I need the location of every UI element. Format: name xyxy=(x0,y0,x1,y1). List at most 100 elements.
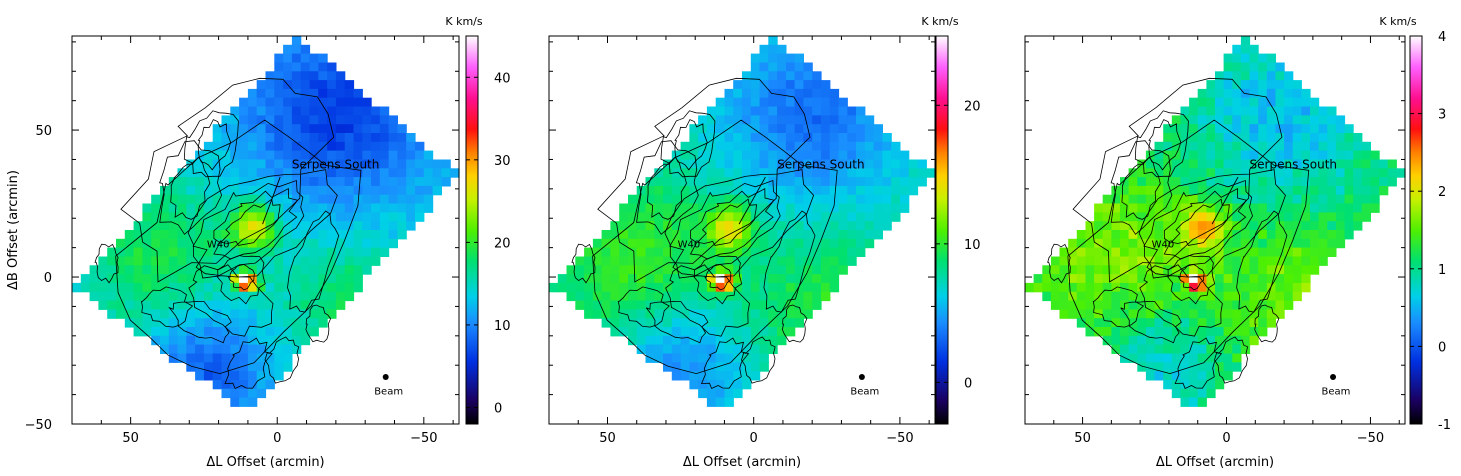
heatmap-cell xyxy=(142,300,152,310)
heatmap-cell xyxy=(221,353,231,363)
heatmap-cell xyxy=(847,203,857,213)
heatmap-cell xyxy=(689,353,699,363)
heatmap-cell xyxy=(177,309,187,319)
contour-line xyxy=(213,188,299,260)
heatmap-cell xyxy=(265,168,275,178)
heatmap-cell xyxy=(785,53,796,63)
heatmap-cell xyxy=(230,185,240,196)
heatmap-cell xyxy=(256,353,267,363)
heatmap-cell xyxy=(265,71,275,81)
heatmap-cell xyxy=(1206,309,1216,319)
heatmap-cell xyxy=(344,212,355,222)
heatmap-cell xyxy=(89,274,99,284)
heatmap-cell xyxy=(230,150,240,160)
heatmap-cell xyxy=(785,150,796,160)
heatmap-cell xyxy=(1240,44,1251,55)
heatmap-cell xyxy=(873,150,883,160)
heatmap-cell xyxy=(265,141,275,152)
heatmap-cell xyxy=(1361,203,1371,213)
heatmap-cell xyxy=(300,274,311,284)
heatmap-cell xyxy=(715,335,726,346)
heatmap-cell xyxy=(821,221,831,231)
heatmap-cell xyxy=(335,168,346,178)
heatmap-cell xyxy=(239,194,249,205)
heatmap-cell xyxy=(1266,274,1276,284)
heatmap-cell xyxy=(1249,150,1259,160)
heatmap-cell xyxy=(397,124,407,134)
heatmap-cell xyxy=(124,318,135,328)
heatmap-cell xyxy=(300,141,311,152)
heatmap-cell xyxy=(1189,203,1199,213)
heatmap-cell xyxy=(706,168,717,178)
heatmap-cell xyxy=(724,282,734,293)
heatmap-cell xyxy=(1085,238,1095,249)
heatmap-cell xyxy=(1145,238,1156,249)
heatmap-cell xyxy=(724,124,734,134)
heatmap-cell xyxy=(265,115,275,125)
heatmap-cell xyxy=(221,362,231,372)
heatmap-cell xyxy=(344,221,355,231)
heatmap-cell xyxy=(794,88,804,99)
heatmap-cell xyxy=(1266,238,1276,249)
heatmap-cell xyxy=(300,177,311,187)
heatmap-cell xyxy=(300,194,311,205)
heatmap-cell xyxy=(247,133,258,143)
heatmap-cell xyxy=(283,168,293,178)
heatmap-cell xyxy=(794,62,804,72)
heatmap-cell xyxy=(654,265,664,275)
heatmap-cell xyxy=(335,124,346,134)
heatmap-cell xyxy=(750,212,761,222)
heatmap-cell xyxy=(327,168,337,178)
heatmap-cell xyxy=(1189,256,1199,266)
heatmap-cell xyxy=(759,344,769,354)
heatmap-cell xyxy=(300,247,311,257)
heatmap-cell xyxy=(186,274,196,284)
heatmap-cell xyxy=(715,388,726,399)
heatmap-cell xyxy=(371,150,381,160)
heatmap-cell xyxy=(1171,274,1181,284)
heatmap-cell xyxy=(1232,221,1242,231)
heatmap-cell xyxy=(794,53,804,63)
heatmap-cell xyxy=(1206,194,1216,205)
heatmap-cell xyxy=(1189,300,1199,310)
heatmap-cell xyxy=(283,71,293,81)
heatmap-cell xyxy=(1327,203,1337,213)
heatmap-cell xyxy=(838,106,848,116)
heatmap-cell xyxy=(335,115,346,125)
contour-line xyxy=(617,286,670,328)
heatmap-cell xyxy=(300,265,311,275)
heatmap-cell xyxy=(265,185,275,196)
heatmap-cell xyxy=(1240,150,1251,160)
heatmap-cell xyxy=(628,282,638,293)
heatmap-cell xyxy=(715,247,726,257)
heatmap-cell xyxy=(335,274,346,284)
heatmap-cell xyxy=(742,106,752,116)
heatmap-cell xyxy=(671,185,682,196)
heatmap-cell xyxy=(168,256,179,266)
heatmap-cell xyxy=(628,309,638,319)
heatmap-cell xyxy=(864,185,875,196)
heatmap-cell xyxy=(899,185,910,196)
annotation-label: Serpens South xyxy=(777,157,864,171)
heatmap-cell xyxy=(1249,238,1259,249)
heatmap-cell xyxy=(397,194,407,205)
heatmap-cell xyxy=(777,71,787,81)
heatmap-cell xyxy=(1396,168,1406,178)
heatmap-cell xyxy=(291,150,302,160)
heatmap-cell xyxy=(212,291,223,302)
heatmap-cell xyxy=(1232,124,1242,134)
heatmap-cell xyxy=(1284,97,1294,108)
heatmap-cell xyxy=(1266,115,1276,125)
heatmap-cell xyxy=(1145,309,1156,319)
heatmap-cell xyxy=(777,44,787,55)
heatmap-cell xyxy=(1102,238,1112,249)
heatmap-cell xyxy=(628,212,638,222)
heatmap-cell xyxy=(1301,265,1311,275)
heatmap-cell xyxy=(1111,274,1121,284)
heatmap-cell xyxy=(803,291,813,302)
heatmap-cell xyxy=(195,203,205,213)
heatmap-cell xyxy=(318,177,328,187)
heatmap-cell xyxy=(715,230,726,240)
heatmap-cell xyxy=(873,194,883,205)
heatmap-cell xyxy=(777,300,787,310)
